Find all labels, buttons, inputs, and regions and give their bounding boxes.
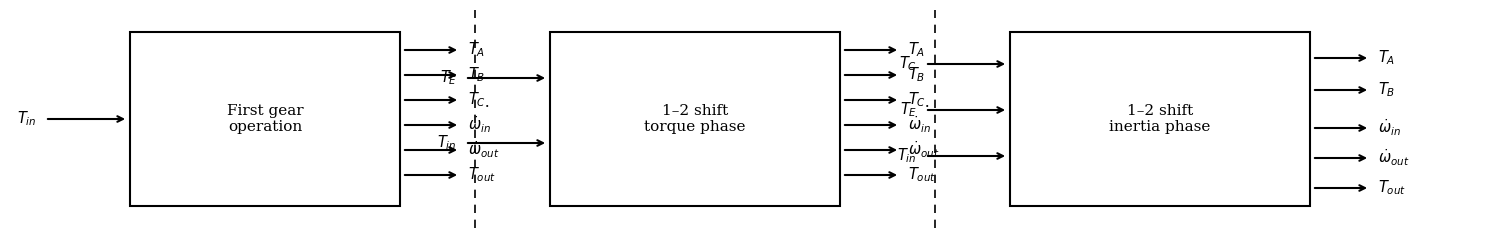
Text: $T_E$: $T_E$	[439, 69, 457, 87]
Text: $\dot{\omega}_{out}$: $\dot{\omega}_{out}$	[1378, 148, 1409, 168]
Text: $T_A$: $T_A$	[469, 41, 485, 59]
Text: $T_{out}$: $T_{out}$	[908, 166, 936, 184]
Text: $\dot{\omega}_{in}$: $\dot{\omega}_{in}$	[908, 115, 931, 135]
Text: 1–2 shift
inertia phase: 1–2 shift inertia phase	[1110, 104, 1211, 134]
Text: $T_{out}$: $T_{out}$	[1378, 179, 1406, 197]
Text: $\dot{\omega}_{out}$: $\dot{\omega}_{out}$	[469, 140, 500, 160]
Text: $\dot{\omega}_{in}$: $\dot{\omega}_{in}$	[1378, 118, 1402, 138]
Text: $T_B$: $T_B$	[908, 66, 926, 84]
Text: 1–2 shift
torque phase: 1–2 shift torque phase	[644, 104, 745, 134]
Text: $T_{in}$: $T_{in}$	[437, 134, 457, 152]
Bar	[551, 32, 841, 206]
Text: $T_E$: $T_E$	[900, 101, 917, 119]
Text: $T_A$: $T_A$	[1378, 49, 1396, 67]
Text: $T_B$: $T_B$	[1378, 81, 1396, 99]
Text: $T_{in}$: $T_{in}$	[18, 110, 37, 128]
Bar	[129, 32, 400, 206]
Text: $\dot{\omega}_{in}$: $\dot{\omega}_{in}$	[469, 115, 491, 135]
Text: $T_A$: $T_A$	[908, 41, 926, 59]
Text: First gear
operation: First gear operation	[226, 104, 304, 134]
Text: $T_{C_{\bullet}}$: $T_{C_{\bullet}}$	[469, 91, 490, 109]
Text: $T_C$: $T_C$	[899, 55, 917, 73]
Text: $T_B$: $T_B$	[469, 66, 485, 84]
Text: $T_{C_{\bullet}}$: $T_{C_{\bullet}}$	[908, 91, 930, 109]
Text: $T_{out}$: $T_{out}$	[469, 166, 496, 184]
Bar	[1010, 32, 1309, 206]
Text: $T_{in}$: $T_{in}$	[897, 147, 917, 165]
Text: $\dot{\omega}_{out}$: $\dot{\omega}_{out}$	[908, 140, 939, 160]
